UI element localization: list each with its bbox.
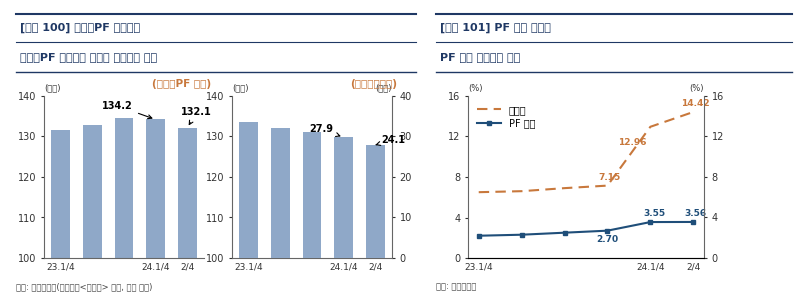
Text: 132.1: 132.1 — [181, 107, 212, 124]
Text: (조원): (조원) — [44, 84, 61, 93]
Bar — [83, 125, 102, 258]
Text: (%): (%) — [468, 84, 482, 93]
Text: 12.96: 12.96 — [618, 138, 646, 147]
Text: (조원): (조원) — [232, 84, 249, 93]
Text: 부동산PF 익스포저 잔액은 감소세를 지속: 부동산PF 익스포저 잔액은 감소세를 지속 — [20, 52, 157, 62]
Text: 자료: 금융감독원(보도자료<잠정치> 기준, 이하 동일): 자료: 금융감독원(보도자료<잠정치> 기준, 이하 동일) — [16, 282, 152, 291]
Text: (토지담보대출): (토지담보대출) — [350, 79, 397, 89]
Text: 자료: 금융감독원: 자료: 금융감독원 — [436, 282, 476, 291]
Bar — [51, 130, 70, 258]
Text: 3.56: 3.56 — [684, 209, 706, 218]
Text: 7.15: 7.15 — [598, 172, 621, 182]
Bar — [302, 132, 322, 258]
Text: [그림 100] 부동산PF 익스포저: [그림 100] 부동산PF 익스포저 — [20, 22, 140, 33]
Bar — [366, 145, 385, 258]
Text: 3.55: 3.55 — [643, 209, 666, 218]
Text: (%): (%) — [690, 84, 704, 93]
Text: 14.42: 14.42 — [681, 99, 710, 108]
Bar — [239, 122, 258, 258]
Bar — [178, 128, 197, 258]
Legend: 토담대, PF 대출: 토담대, PF 대출 — [473, 101, 539, 133]
Text: 134.2: 134.2 — [102, 101, 152, 119]
Text: (부동산PF 대출): (부동산PF 대출) — [152, 79, 211, 89]
Text: [그림 101] PF 대출 연체율: [그림 101] PF 대출 연체율 — [440, 22, 551, 33]
Text: 2.70: 2.70 — [596, 235, 618, 244]
Text: 27.9: 27.9 — [310, 124, 340, 136]
Bar — [114, 118, 134, 258]
Text: PF 대출 연체율은 상승: PF 대출 연체율은 상승 — [440, 52, 520, 62]
Bar — [271, 128, 290, 258]
Text: 24.1: 24.1 — [376, 135, 406, 146]
Bar — [334, 137, 353, 258]
Text: (조원): (조원) — [375, 84, 392, 93]
Bar — [146, 119, 165, 258]
